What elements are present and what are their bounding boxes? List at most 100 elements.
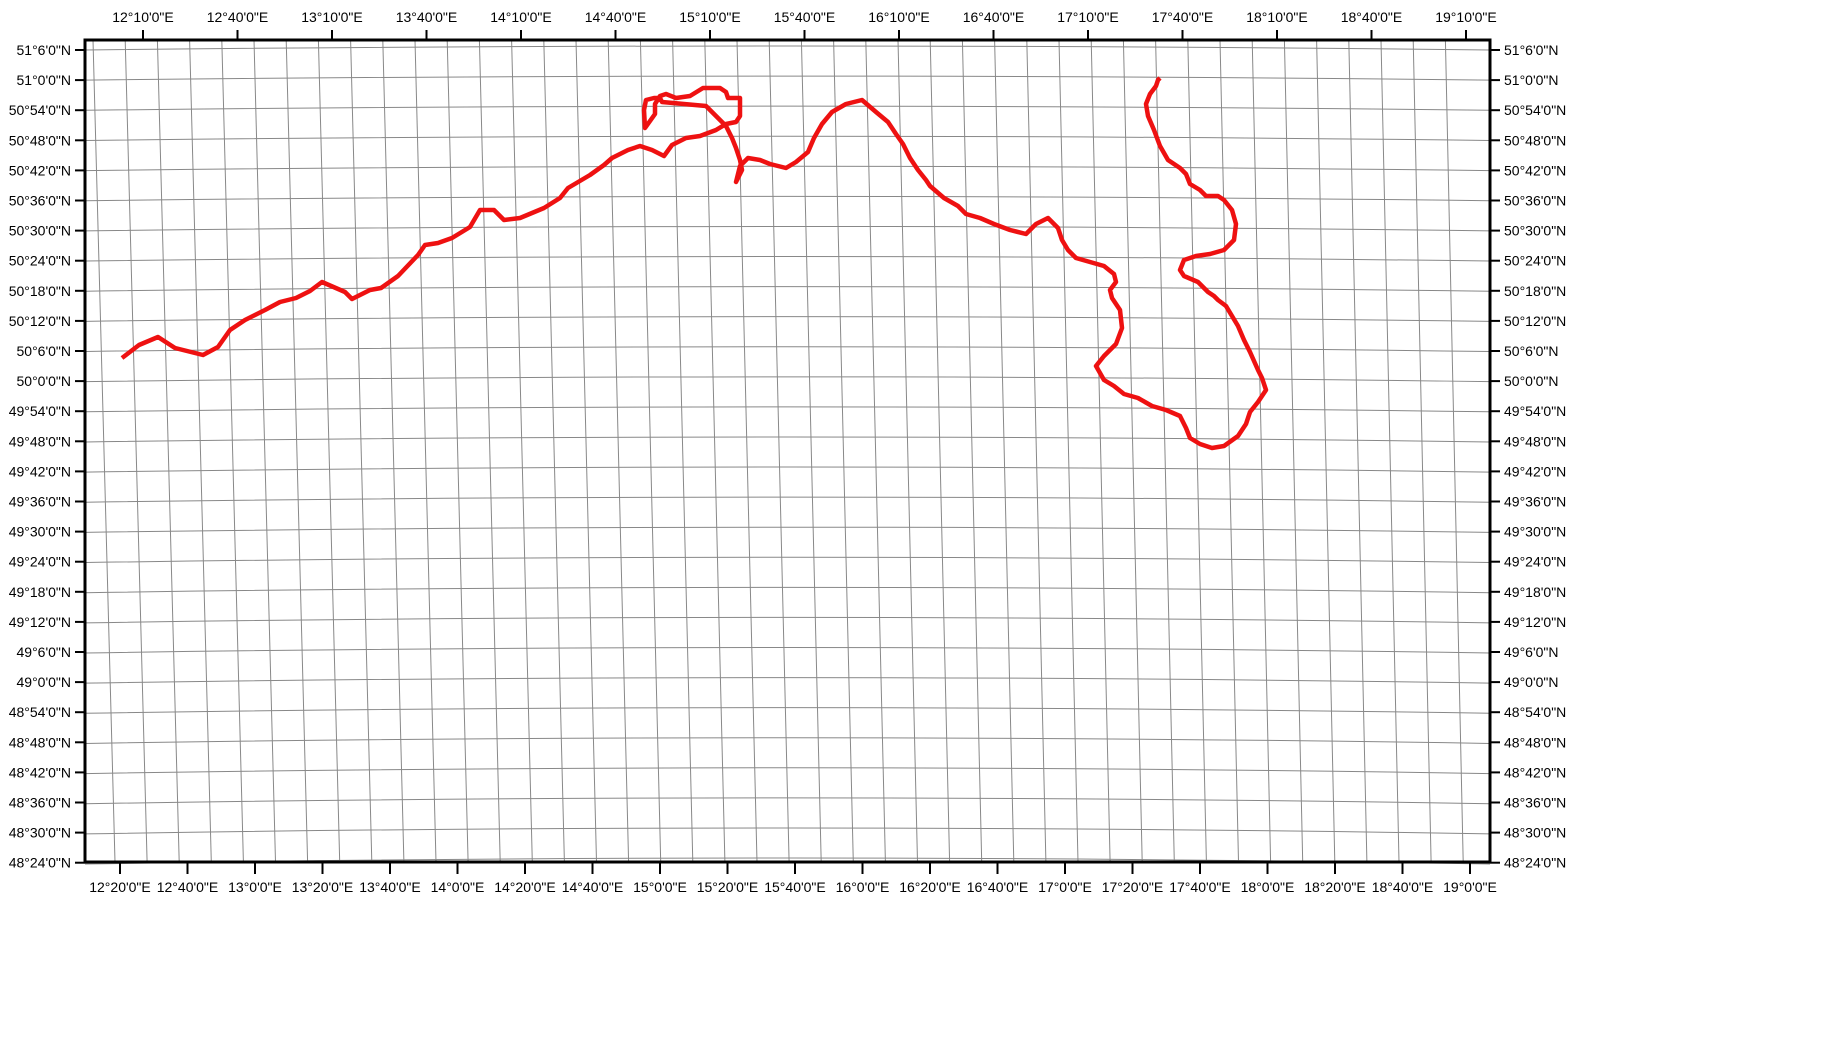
longitude-line bbox=[575, 39, 597, 863]
bottom-lon-label: 12°40'0"E bbox=[157, 879, 219, 895]
latitude-line bbox=[84, 586, 1491, 594]
longitude-line bbox=[1412, 39, 1432, 863]
bottom-lon-label: 19°0'0"E bbox=[1443, 879, 1497, 895]
longitude-line bbox=[414, 39, 437, 863]
right-lat-label: 50°48'0"N bbox=[1504, 132, 1566, 148]
top-lon-label: 15°40'0"E bbox=[774, 9, 836, 25]
left-lat-label: 50°6'0"N bbox=[17, 343, 72, 359]
top-lon-label: 15°10'0"E bbox=[679, 9, 741, 25]
latitude-line bbox=[84, 75, 1491, 81]
latitude-line bbox=[84, 556, 1491, 564]
bottom-lon-label: 13°0'0"E bbox=[228, 879, 282, 895]
right-lat-label: 49°12'0"N bbox=[1504, 614, 1566, 630]
right-lat-label: 49°48'0"N bbox=[1504, 433, 1566, 449]
left-lat-label: 50°12'0"N bbox=[9, 313, 71, 329]
country-border bbox=[120, 76, 1269, 451]
latitude-line bbox=[84, 135, 1491, 141]
bottom-lon-label: 18°40'0"E bbox=[1372, 879, 1434, 895]
longitude-line bbox=[994, 39, 1015, 863]
longitude-line bbox=[543, 39, 565, 863]
bottom-lon-label: 15°20'0"E bbox=[697, 879, 759, 895]
left-lat-label: 50°36'0"N bbox=[9, 193, 71, 209]
latitude-line bbox=[84, 827, 1491, 835]
right-lat-label: 51°0'0"N bbox=[1504, 72, 1559, 88]
longitude-line bbox=[317, 39, 341, 863]
left-lat-label: 50°48'0"N bbox=[9, 132, 71, 148]
bottom-lon-label: 14°20'0"E bbox=[494, 879, 556, 895]
bottom-lon-label: 14°0'0"E bbox=[431, 879, 485, 895]
latitude-line bbox=[84, 647, 1491, 654]
longitude-line bbox=[124, 39, 148, 863]
right-lat-label: 48°42'0"N bbox=[1504, 764, 1566, 780]
latitude-line bbox=[84, 436, 1491, 443]
top-lon-label: 16°10'0"E bbox=[868, 9, 930, 25]
top-axis-labels: 12°10'0"E 12°40'0"E 13°10'0"E 13°40'0"E 14°1… bbox=[112, 9, 1497, 40]
right-lat-label: 50°12'0"N bbox=[1504, 313, 1566, 329]
czech-republic-border bbox=[120, 76, 1269, 451]
top-lon-label: 12°40'0"E bbox=[207, 9, 269, 25]
latitude-line bbox=[84, 466, 1491, 473]
latitude-line bbox=[84, 496, 1491, 503]
latitude-line bbox=[84, 677, 1491, 684]
longitude-line bbox=[156, 39, 180, 863]
longitude-line bbox=[221, 39, 244, 863]
right-lat-label: 49°18'0"N bbox=[1504, 584, 1566, 600]
longitude-line bbox=[833, 39, 854, 863]
right-lat-label: 49°6'0"N bbox=[1504, 644, 1559, 660]
right-lat-label: 48°24'0"N bbox=[1504, 855, 1566, 871]
top-lon-label: 18°10'0"E bbox=[1246, 9, 1308, 25]
longitude-line bbox=[1090, 39, 1111, 863]
longitude-line bbox=[1380, 39, 1400, 863]
longitude-line bbox=[768, 39, 790, 863]
right-lat-label: 48°54'0"N bbox=[1504, 704, 1566, 720]
left-lat-label: 50°54'0"N bbox=[9, 102, 71, 118]
longitude-line bbox=[1251, 39, 1272, 863]
right-axis-labels: 51°6'0"N 51°0'0"N 50°54'0"N 50°48'0"N 50°42'… bbox=[1490, 42, 1566, 871]
left-lat-label: 49°42'0"N bbox=[9, 463, 71, 479]
left-lat-label: 49°48'0"N bbox=[9, 433, 71, 449]
longitude-line bbox=[1187, 39, 1207, 863]
right-lat-label: 49°24'0"N bbox=[1504, 554, 1566, 570]
bottom-lon-label: 17°40'0"E bbox=[1169, 879, 1231, 895]
right-lat-label: 48°48'0"N bbox=[1504, 734, 1566, 750]
left-axis-labels: 51°6'0"N 51°0'0"N 50°54'0"N 50°48'0"N 50°42'… bbox=[9, 42, 85, 871]
longitude-line bbox=[478, 39, 501, 863]
bottom-lon-label: 13°40'0"E bbox=[359, 879, 421, 895]
left-lat-label: 48°30'0"N bbox=[9, 825, 71, 841]
longitude-line bbox=[1348, 39, 1368, 863]
longitude-line bbox=[865, 39, 886, 863]
top-lon-label: 12°10'0"E bbox=[112, 9, 174, 25]
bottom-lon-label: 12°20'0"E bbox=[89, 879, 151, 895]
right-lat-label: 50°36'0"N bbox=[1504, 193, 1566, 209]
graticule-grid bbox=[84, 39, 1491, 865]
left-lat-label: 50°30'0"N bbox=[9, 223, 71, 239]
bottom-lon-label: 17°0'0"E bbox=[1038, 879, 1092, 895]
right-lat-label: 50°18'0"N bbox=[1504, 283, 1566, 299]
latitude-line bbox=[84, 707, 1491, 714]
right-lat-label: 50°42'0"N bbox=[1504, 162, 1566, 178]
latitude-line bbox=[84, 767, 1491, 775]
left-lat-label: 50°24'0"N bbox=[9, 253, 71, 269]
right-lat-label: 49°30'0"N bbox=[1504, 524, 1566, 540]
left-lat-label: 48°54'0"N bbox=[9, 704, 71, 720]
left-lat-label: 49°30'0"N bbox=[9, 524, 71, 540]
right-lat-label: 49°54'0"N bbox=[1504, 403, 1566, 419]
bottom-lon-label: 17°20'0"E bbox=[1102, 879, 1164, 895]
longitude-line bbox=[1155, 39, 1175, 863]
latitude-line bbox=[84, 225, 1491, 232]
right-lat-label: 50°30'0"N bbox=[1504, 223, 1566, 239]
left-lat-label: 49°12'0"N bbox=[9, 614, 71, 630]
longitude-line bbox=[1316, 39, 1336, 863]
right-lat-label: 49°36'0"N bbox=[1504, 494, 1566, 510]
longitude-line bbox=[607, 39, 630, 863]
longitude-line bbox=[1058, 39, 1079, 863]
latitude-line bbox=[84, 105, 1491, 111]
map-frame bbox=[83, 38, 1492, 864]
longitude-line bbox=[897, 39, 918, 863]
left-lat-label: 49°6'0"N bbox=[17, 644, 72, 660]
latitude-line bbox=[84, 346, 1491, 352]
left-lat-label: 49°24'0"N bbox=[9, 554, 71, 570]
frame bbox=[83, 38, 1492, 864]
longitude-line bbox=[382, 39, 405, 863]
